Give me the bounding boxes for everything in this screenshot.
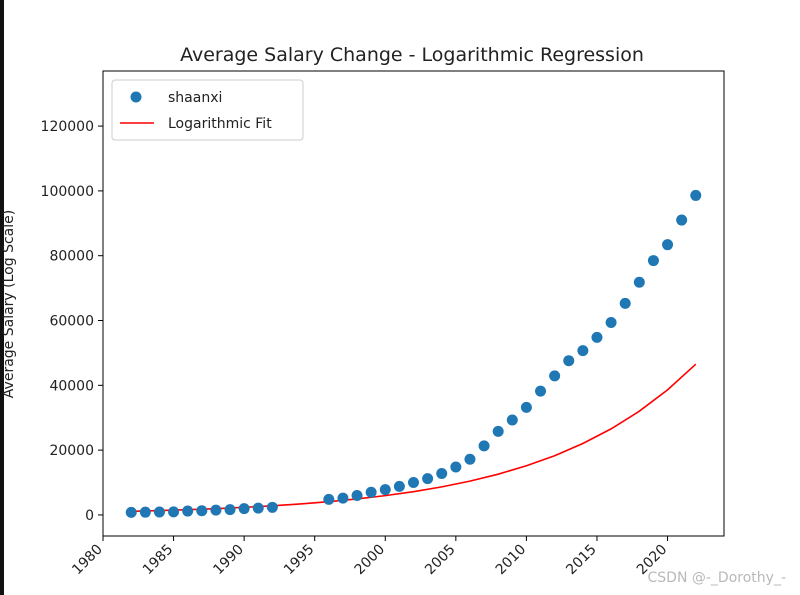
legend-label: shaanxi bbox=[168, 90, 222, 106]
data-point bbox=[478, 440, 490, 452]
y-tick-label: 80000 bbox=[49, 249, 94, 265]
x-tick-label: 2000 bbox=[352, 542, 389, 579]
legend-label: Logarithmic Fit bbox=[168, 116, 272, 132]
data-point bbox=[379, 484, 391, 496]
data-point bbox=[125, 506, 137, 518]
data-point bbox=[690, 189, 702, 201]
data-point bbox=[577, 345, 589, 357]
data-point bbox=[676, 214, 688, 226]
data-point bbox=[605, 316, 617, 328]
data-point bbox=[591, 331, 603, 343]
data-point bbox=[450, 461, 462, 473]
data-point bbox=[168, 506, 180, 518]
x-tick-label: 2010 bbox=[493, 542, 530, 579]
data-point bbox=[535, 385, 547, 397]
y-tick-label: 0 bbox=[85, 508, 94, 524]
watermark: CSDN @-_Dorothy_- bbox=[647, 570, 786, 586]
legend-marker-shaanxi bbox=[130, 91, 142, 103]
x-tick-label: 1985 bbox=[140, 542, 177, 579]
window-edge bbox=[0, 0, 4, 595]
plot-frame bbox=[102, 70, 725, 537]
data-point bbox=[337, 492, 349, 504]
data-point bbox=[619, 297, 631, 309]
data-point bbox=[153, 506, 165, 518]
data-point bbox=[238, 503, 250, 515]
data-point bbox=[139, 506, 151, 518]
y-tick-label: 20000 bbox=[49, 443, 94, 459]
data-point bbox=[393, 480, 405, 492]
data-point bbox=[252, 502, 264, 514]
legend-box bbox=[111, 79, 304, 141]
data-point bbox=[408, 477, 419, 489]
data-point bbox=[506, 414, 518, 426]
data-point bbox=[266, 501, 278, 513]
data-point bbox=[365, 486, 377, 498]
x-tick-label: 1990 bbox=[210, 542, 247, 579]
x-tick-label: 1980 bbox=[69, 542, 106, 579]
y-tick-label: 40000 bbox=[49, 378, 94, 394]
data-point bbox=[662, 239, 674, 251]
y-tick-label: 100000 bbox=[41, 184, 94, 200]
data-point bbox=[182, 505, 194, 517]
data-point bbox=[520, 401, 532, 413]
y-tick-label: 120000 bbox=[41, 119, 94, 135]
y-axis-label: Average Salary (Log Scale) bbox=[1, 210, 17, 398]
data-point bbox=[323, 493, 335, 505]
data-point bbox=[436, 467, 448, 479]
y-tick-label: 60000 bbox=[49, 314, 94, 330]
x-tick-label: 1995 bbox=[281, 542, 318, 579]
data-point bbox=[647, 255, 659, 267]
data-point bbox=[492, 425, 504, 437]
data-point bbox=[422, 473, 434, 485]
data-point bbox=[563, 355, 575, 367]
data-point bbox=[210, 504, 222, 516]
chart-title: Average Salary Change - Logarithmic Regr… bbox=[180, 44, 644, 66]
data-point bbox=[351, 489, 363, 501]
fit-line bbox=[131, 363, 697, 513]
x-tick-label: 2015 bbox=[563, 542, 600, 579]
data-point bbox=[224, 504, 236, 516]
data-point bbox=[196, 505, 208, 517]
x-tick-label: 2005 bbox=[422, 542, 459, 579]
data-point bbox=[633, 276, 645, 288]
data-point bbox=[549, 370, 561, 382]
data-point bbox=[464, 453, 476, 465]
